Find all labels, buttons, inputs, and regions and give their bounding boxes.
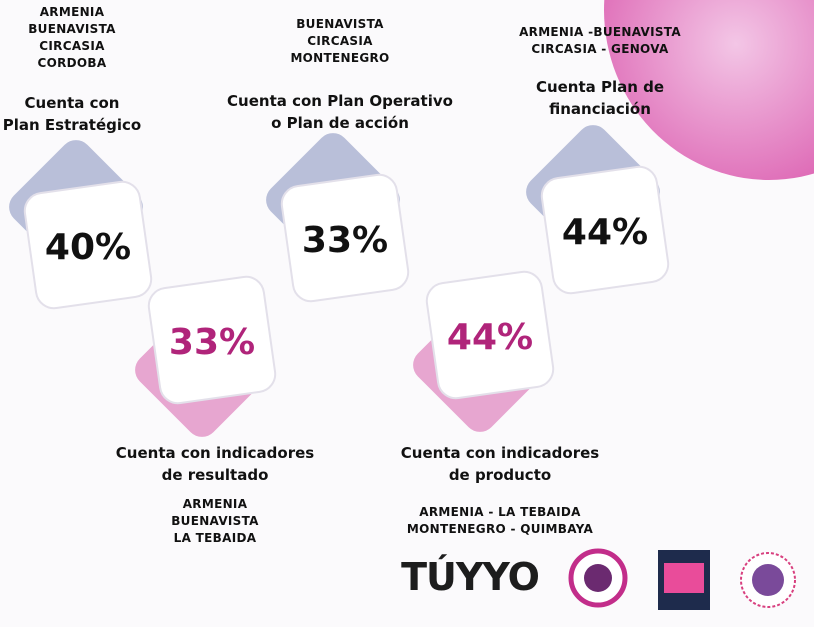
- card-value: 33%: [169, 322, 255, 363]
- card: 44%: [526, 125, 670, 295]
- municipality: ARMENIA - LA TEBAIDA: [419, 505, 581, 519]
- label-line: Cuenta con indicadores: [400, 444, 600, 462]
- municipality: ARMENIA: [39, 5, 105, 19]
- card-face: [23, 180, 153, 310]
- logo-shield: [568, 548, 628, 608]
- card-face: [425, 270, 555, 400]
- municipality: CIRCASIA: [307, 34, 373, 48]
- municipality: CIRCASIA - GENOVA: [531, 42, 669, 56]
- card-box: [147, 275, 277, 405]
- municipality: LA TEBAIDA: [173, 531, 257, 545]
- municipality: CIRCASIA: [39, 39, 105, 53]
- card-value: 44%: [562, 212, 648, 253]
- card-box: [23, 180, 153, 310]
- card-value: 44%: [447, 317, 533, 358]
- card-label: Cuenta Plan de financiación: [470, 76, 730, 120]
- label-line: Plan Estratégico: [2, 116, 142, 134]
- label-line: financiación: [549, 100, 651, 118]
- label-line: Cuenta con: [24, 94, 120, 112]
- municipality: CORDOBA: [37, 56, 107, 70]
- card-value: 40%: [45, 227, 131, 268]
- label-line: o Plan de acción: [271, 114, 409, 132]
- municipalities: ARMENIA - LA TEBAIDA MONTENEGRO - QUIMBAY…: [370, 504, 630, 538]
- label-line: Cuenta con indicadores: [115, 444, 315, 462]
- municipality: MONTENEGRO - QUIMBAYA: [406, 522, 594, 536]
- label-line: de resultado: [161, 466, 269, 484]
- label-line: Cuenta con Plan Operativo: [227, 92, 453, 110]
- municipality: BUENAVISTA: [28, 22, 116, 36]
- municipalities: ARMENIA BUENAVISTA CIRCASIA CORDOBA: [0, 4, 202, 72]
- card-box: [425, 270, 555, 400]
- municipality: BUENAVISTA: [171, 514, 259, 528]
- logo-seal: [740, 552, 796, 608]
- card-box: [280, 173, 410, 303]
- municipalities: ARMENIA BUENAVISTA LA TEBAIDA: [85, 496, 345, 547]
- card: 40%: [9, 140, 153, 310]
- card-label: Cuenta con indicadores de producto: [370, 442, 630, 486]
- card-face: [280, 173, 410, 303]
- municipalities: BUENAVISTA CIRCASIA MONTENEGRO: [210, 16, 470, 67]
- logo-text: TÚYYO: [401, 555, 540, 599]
- label-line: Cuenta Plan de: [535, 78, 665, 96]
- card-label: Cuenta con indicadores de resultado: [85, 442, 345, 486]
- municipality: ARMENIA -BUENAVISTA: [519, 25, 681, 39]
- municipality: MONTENEGRO: [290, 51, 390, 65]
- card: 33%: [266, 133, 410, 303]
- label-line: de producto: [448, 466, 552, 484]
- municipalities: ARMENIA -BUENAVISTA CIRCASIA - GENOVA: [470, 24, 730, 58]
- card-label: Cuenta con Plan Operativo o Plan de acció…: [210, 90, 470, 134]
- municipality: ARMENIA: [182, 497, 248, 511]
- municipality: BUENAVISTA: [296, 17, 384, 31]
- card-face: [147, 275, 277, 405]
- logo-book: [658, 550, 710, 610]
- card: 33%: [135, 275, 277, 437]
- card: 44%: [413, 270, 555, 432]
- card-value: 33%: [302, 220, 388, 261]
- card-box: [540, 165, 670, 295]
- card-label: Cuenta con Plan Estratégico: [0, 92, 202, 136]
- card-face: [540, 165, 670, 295]
